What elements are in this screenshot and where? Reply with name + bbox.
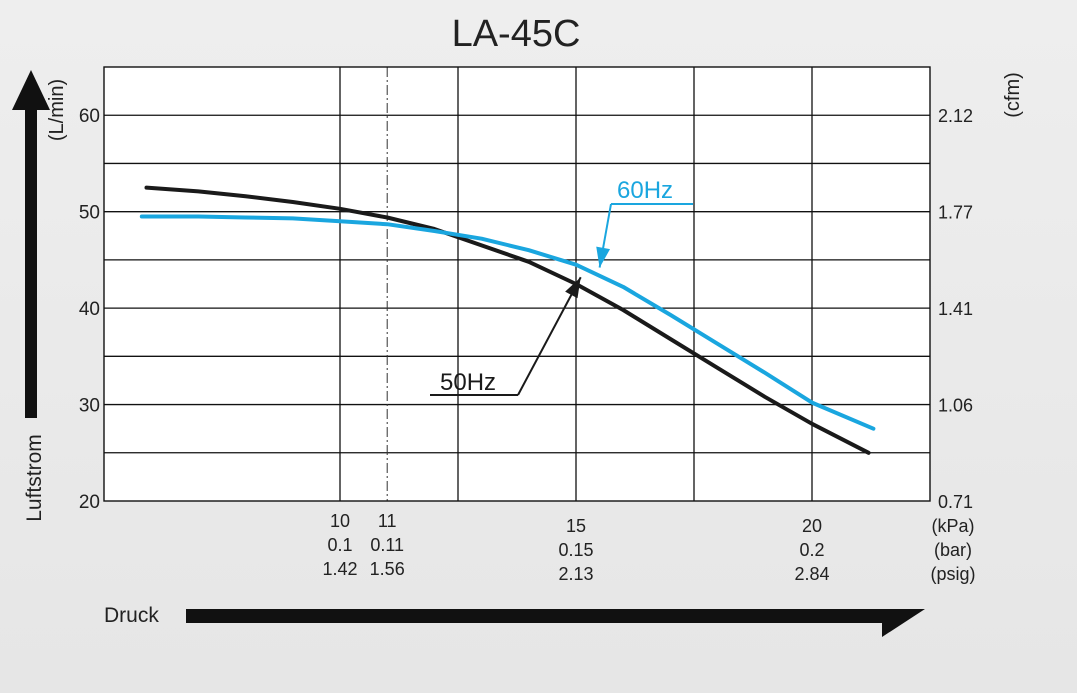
callout-label-50hz: 50Hz: [440, 369, 496, 396]
grid-layer: [104, 67, 930, 501]
y-unit-right: (cfm): [1002, 72, 1024, 118]
x-tick-psig: 2.13: [558, 564, 593, 584]
x-tick-bar: 0.2: [799, 540, 824, 560]
y-tick-label-right: 1.77: [938, 203, 973, 223]
x-tick-kpa: 11: [378, 511, 397, 531]
x-tick-psig: 1.42: [322, 559, 357, 579]
x-unit-label: (kPa): [931, 516, 974, 536]
annotation-layer: 50Hz 60Hz: [430, 177, 693, 396]
y-tick-label-right: 2.12: [938, 106, 973, 126]
series-layer: [139, 185, 876, 455]
y-unit-left: (L/min): [46, 79, 68, 141]
y-tick-label-right: 1.41: [938, 299, 973, 319]
y-tick-label-right: 1.06: [938, 396, 973, 416]
callout-arrowhead: [565, 277, 581, 299]
x-tick-kpa: 20: [802, 516, 822, 536]
callout-leader: [517, 276, 582, 396]
plot-area: [104, 67, 930, 501]
callout-label-60hz: 60Hz: [617, 177, 673, 204]
series-line-50hz: [144, 185, 871, 455]
x-axis-label: Druck: [104, 604, 159, 627]
series-line-60hz: [139, 214, 876, 431]
y-axis-label: Luftstrom: [23, 434, 46, 522]
plot-frame: [103, 66, 931, 502]
y-tick-label-right: 0.71: [938, 492, 973, 512]
x-unit-label: (bar): [934, 540, 972, 560]
annotation-60hz: 60Hz: [596, 177, 693, 268]
y-tick-label: 30: [79, 396, 100, 417]
y-tick-label: 50: [79, 203, 100, 224]
tick-layer: 20 0.71 30 1.06 40 1.41 50 1.77 60 2.12 10 0.1 1.42 1…: [79, 106, 976, 584]
x-tick-bar: 0.11: [370, 535, 404, 555]
y-tick-label: 60: [79, 106, 100, 127]
x-unit-label: (psig): [930, 564, 975, 584]
x-axis-arrow: [186, 609, 925, 637]
x-tick-psig: 1.56: [370, 559, 405, 579]
x-tick-bar: 0.1: [327, 535, 352, 555]
x-tick-kpa: 15: [566, 516, 586, 536]
callout-arrowhead: [596, 246, 611, 268]
annotation-50hz: 50Hz: [430, 276, 582, 396]
x-tick-bar: 0.15: [558, 540, 593, 560]
y-tick-label: 20: [79, 492, 100, 513]
x-tick-kpa: 10: [330, 511, 350, 531]
x-tick-psig: 2.84: [794, 564, 829, 584]
chart-title: LA-45C: [452, 13, 581, 55]
y-tick-label: 40: [79, 299, 100, 320]
y-axis-arrow: [12, 70, 50, 418]
